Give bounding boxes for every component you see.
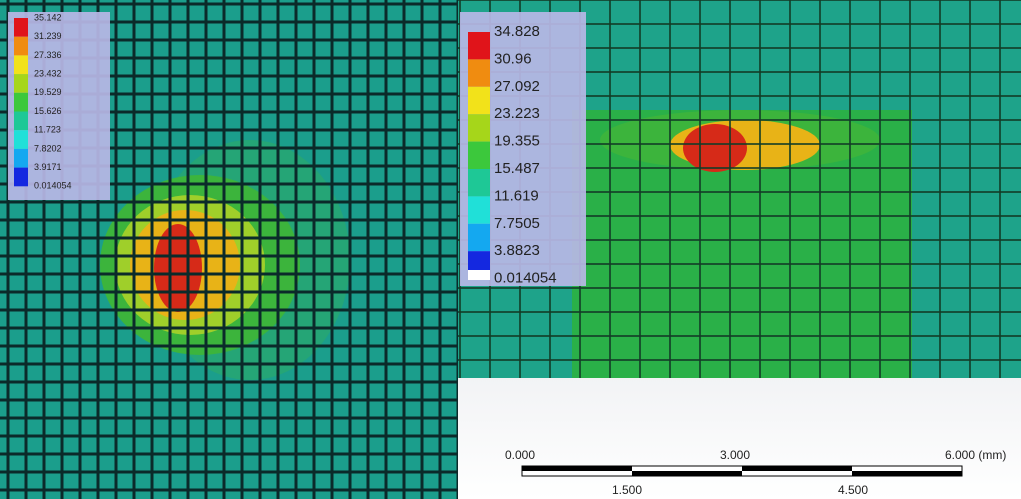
legend-label: 11.723 [34, 125, 61, 135]
legend-swatch [468, 32, 490, 59]
legend-swatch [14, 18, 28, 37]
legend-label: 7.8202 [34, 143, 62, 153]
legend-label: 27.092 [494, 78, 540, 95]
legend-label: 11.619 [494, 187, 539, 204]
legend-swatch [468, 142, 490, 169]
legend-swatch [468, 114, 490, 141]
scale-label: 4.500 [838, 483, 868, 497]
legend-swatch [14, 130, 28, 149]
scale-label: 3.000 [720, 448, 750, 462]
legend-label: 23.432 [34, 68, 62, 78]
legend-label: 0.014054 [494, 270, 557, 287]
legend-swatch [14, 74, 28, 93]
legend-label: 30.96 [494, 50, 532, 67]
legend-label: 27.336 [34, 50, 62, 60]
scale-label: 6.000 (mm) [945, 448, 1006, 462]
legend-swatch [468, 169, 490, 196]
legend-swatch [14, 149, 28, 168]
legend-label: 0.014054 [34, 181, 72, 191]
scale-label: 1.500 [612, 483, 642, 497]
legend-swatch [468, 87, 490, 114]
legend-swatch [14, 93, 28, 112]
legend-swatch [468, 196, 490, 223]
legend-swatch [468, 270, 490, 280]
screenshot: 35.142 31.239 27.336 23.432 19.529 15.626 11.7… [0, 0, 1021, 499]
left-view: 35.142 31.239 27.336 23.432 19.529 15.626 11.7… [0, 0, 458, 499]
legend-swatch [468, 224, 490, 251]
legend-label: 15.626 [34, 106, 62, 116]
legend-label: 19.529 [34, 87, 62, 97]
legend-swatch [14, 168, 28, 187]
legend-label: 7.7505 [494, 215, 540, 232]
legend-label: 3.8823 [494, 242, 540, 259]
legend-swatch [14, 112, 28, 131]
right-view: 34.828 30.96 27.092 23.223 19.355 15.487 11.61… [458, 0, 1021, 499]
scale-bar [522, 466, 962, 476]
legend-label: 15.487 [494, 160, 540, 177]
legend-label: 19.355 [494, 133, 540, 150]
legend-label: 3.9171 [34, 162, 62, 172]
legend-label: 35.142 [34, 12, 62, 22]
legend-label: 31.239 [34, 31, 62, 41]
legend-label: 34.828 [494, 23, 540, 40]
scale-label: 0.000 [505, 448, 535, 462]
legend-swatch [468, 59, 490, 86]
legend-label: 23.223 [494, 105, 540, 122]
legend-swatch [14, 37, 28, 56]
legend-swatch [14, 55, 28, 74]
